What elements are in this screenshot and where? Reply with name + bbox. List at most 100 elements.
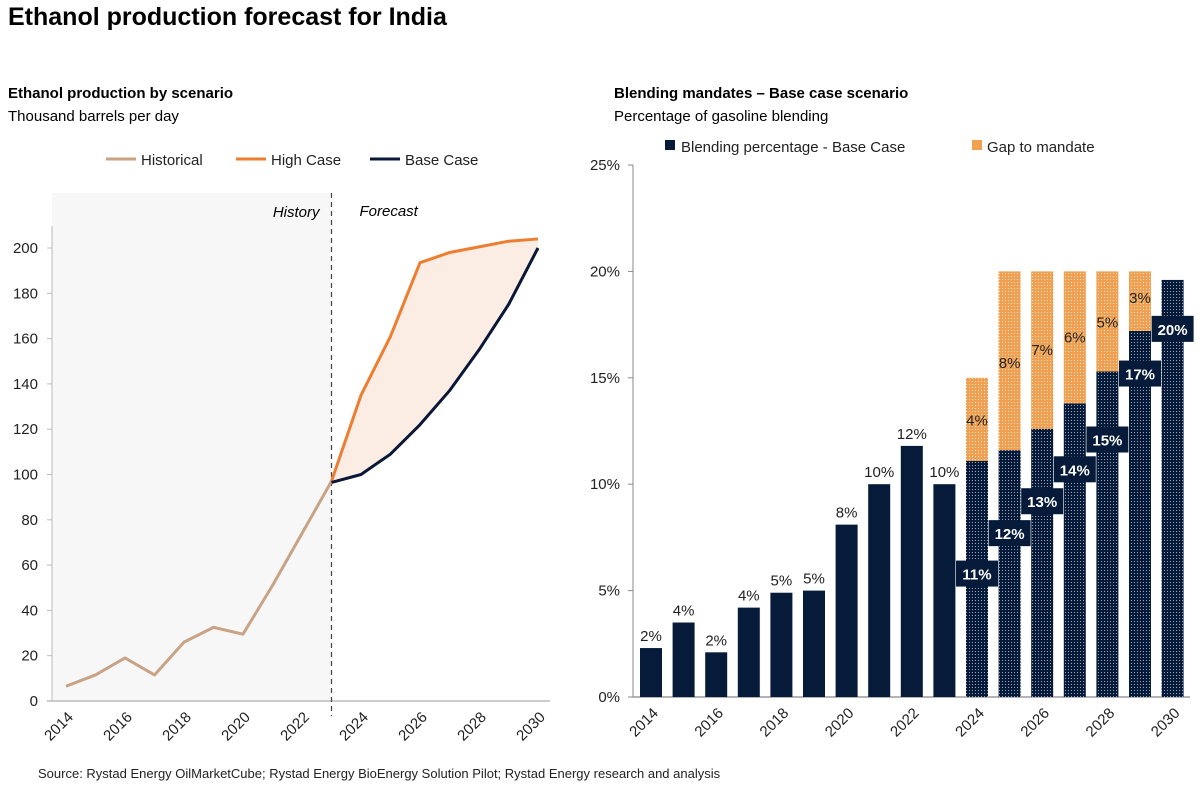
bar-data-label: 12% xyxy=(995,526,1025,543)
y-tick-label: 80 xyxy=(21,512,38,529)
y-tick-label: 0 xyxy=(30,693,38,710)
x-tick-label: 2022 xyxy=(277,709,313,745)
bar-data-label-box xyxy=(1119,360,1161,387)
y-tick-label: 100 xyxy=(13,467,38,484)
x-tick-label: 2024 xyxy=(952,705,988,741)
y-tick-label: 25% xyxy=(590,157,620,174)
series-line-historical xyxy=(65,480,333,688)
bar-data-label: 2% xyxy=(640,628,662,645)
bar-blending-2018 xyxy=(770,592,793,697)
gap-data-label: 8% xyxy=(999,355,1021,372)
x-tick-label: 2018 xyxy=(159,709,195,745)
bar-data-label: 17% xyxy=(1125,367,1155,384)
bar-gap-2026 xyxy=(1031,271,1054,429)
gap-data-label: 6% xyxy=(1064,329,1086,346)
bar-blending-2016 xyxy=(705,652,728,697)
legend-label: Gap to mandate xyxy=(987,139,1095,156)
x-tick-label: 2026 xyxy=(395,709,431,745)
bar-blending-2014 xyxy=(640,648,662,697)
bar-data-label-box xyxy=(956,560,998,587)
legend-label: Base Case xyxy=(405,152,478,169)
series-line-high-case xyxy=(330,237,539,482)
bar-data-label: 4% xyxy=(673,603,695,620)
bar-blending-2022 xyxy=(900,445,923,697)
x-tick-label: 2030 xyxy=(1148,705,1184,741)
bar-gap-2029 xyxy=(1129,271,1151,331)
bar-data-label: 5% xyxy=(803,571,825,588)
scenario-range-band xyxy=(331,238,538,483)
y-tick-label: 20% xyxy=(590,263,620,280)
bar-blending-2017 xyxy=(737,607,760,697)
legend-label: High Case xyxy=(271,152,341,169)
x-tick-label: 2014 xyxy=(626,705,662,741)
bar-data-label-box xyxy=(1151,315,1194,342)
forecast-annotation: Forecast xyxy=(360,203,419,220)
gap-data-label: 4% xyxy=(966,412,988,429)
bar-data-label: 2% xyxy=(705,632,727,649)
history-shade xyxy=(52,193,332,701)
bar-blending-2015 xyxy=(672,622,695,697)
y-tick-label: 40 xyxy=(21,602,38,619)
y-tick-label: 140 xyxy=(13,376,38,393)
left-chart-subtitle: Thousand barrels per day xyxy=(8,108,179,125)
bar-gap-2027 xyxy=(1063,271,1086,404)
x-tick-label: 2020 xyxy=(218,709,254,745)
bar-data-label-box xyxy=(1086,426,1129,453)
gap-data-label: 3% xyxy=(1129,290,1151,307)
y-tick-label: 160 xyxy=(13,331,38,348)
right-chart: 0% 5% 10% 15% 20% 25% 2014 2016 2018 2020 2022 2024… xyxy=(590,139,1194,740)
bar-data-label: 10% xyxy=(929,464,959,481)
x-tick-label: 2030 xyxy=(513,709,549,745)
y-tick-label: 200 xyxy=(13,240,38,257)
bar-gap-2024 xyxy=(966,377,988,461)
legend-swatch xyxy=(972,140,982,150)
gap-data-label: 5% xyxy=(1097,314,1119,331)
bar-blending-2027 xyxy=(1063,403,1086,697)
bar-data-label: 8% xyxy=(836,505,858,522)
bar-data-label: 11% xyxy=(962,567,991,584)
bar-data-label: 13% xyxy=(1027,494,1057,511)
bar-blending-2023 xyxy=(933,484,956,697)
bar-data-label: 5% xyxy=(771,573,793,590)
y-tick-label: 180 xyxy=(13,285,38,302)
right-chart-subtitle: Percentage of gasoline blending xyxy=(614,108,828,125)
y-tick-label: 60 xyxy=(21,557,38,574)
gap-data-label: 7% xyxy=(1031,342,1053,359)
left-chart-title: Ethanol production by scenario xyxy=(8,85,233,102)
bar-blending-2028 xyxy=(1096,371,1119,697)
source-note: Source: Rystad Energy OilMarketCube; Rys… xyxy=(38,766,721,781)
x-tick-label: 2022 xyxy=(887,705,923,741)
bar-gap-2025 xyxy=(998,271,1021,451)
bar-data-label: 10% xyxy=(864,464,894,481)
legend-swatch xyxy=(665,140,675,150)
bar-blending-2030 xyxy=(1161,279,1184,697)
y-tick-label: 0% xyxy=(598,689,620,706)
x-tick-label: 2014 xyxy=(41,709,77,745)
bar-data-label: 4% xyxy=(738,588,760,605)
page-title: Ethanol production forecast for India xyxy=(8,3,448,31)
y-tick-label: 5% xyxy=(598,583,620,600)
right-chart-title: Blending mandates – Base case scenario xyxy=(614,85,908,102)
bar-blending-2025 xyxy=(998,450,1021,697)
history-annotation: History xyxy=(273,204,321,221)
bar-blending-2021 xyxy=(868,484,891,697)
bar-blending-2026 xyxy=(1031,428,1054,697)
bar-data-label: 14% xyxy=(1060,462,1090,479)
bar-data-label-box xyxy=(1021,488,1064,515)
bar-blending-2029 xyxy=(1129,330,1151,697)
x-tick-label: 2016 xyxy=(100,709,136,745)
y-tick-label: 10% xyxy=(590,476,620,493)
legend-label: Historical xyxy=(141,152,203,169)
x-tick-label: 2016 xyxy=(691,705,727,741)
x-tick-label: 2020 xyxy=(822,705,858,741)
bar-data-label-box xyxy=(988,520,1031,547)
x-tick-label: 2028 xyxy=(454,709,490,745)
bar-data-label-box xyxy=(1053,456,1096,483)
legend-label: Blending percentage - Base Case xyxy=(681,139,905,156)
x-tick-label: 2018 xyxy=(757,705,793,741)
y-tick-label: 15% xyxy=(590,370,620,387)
x-tick-label: 2024 xyxy=(336,709,372,745)
left-chart: 0 20 40 60 80 100 120 140 160 180 200 2014 2016 2018 2… xyxy=(13,152,550,744)
x-tick-label: 2028 xyxy=(1083,705,1119,741)
